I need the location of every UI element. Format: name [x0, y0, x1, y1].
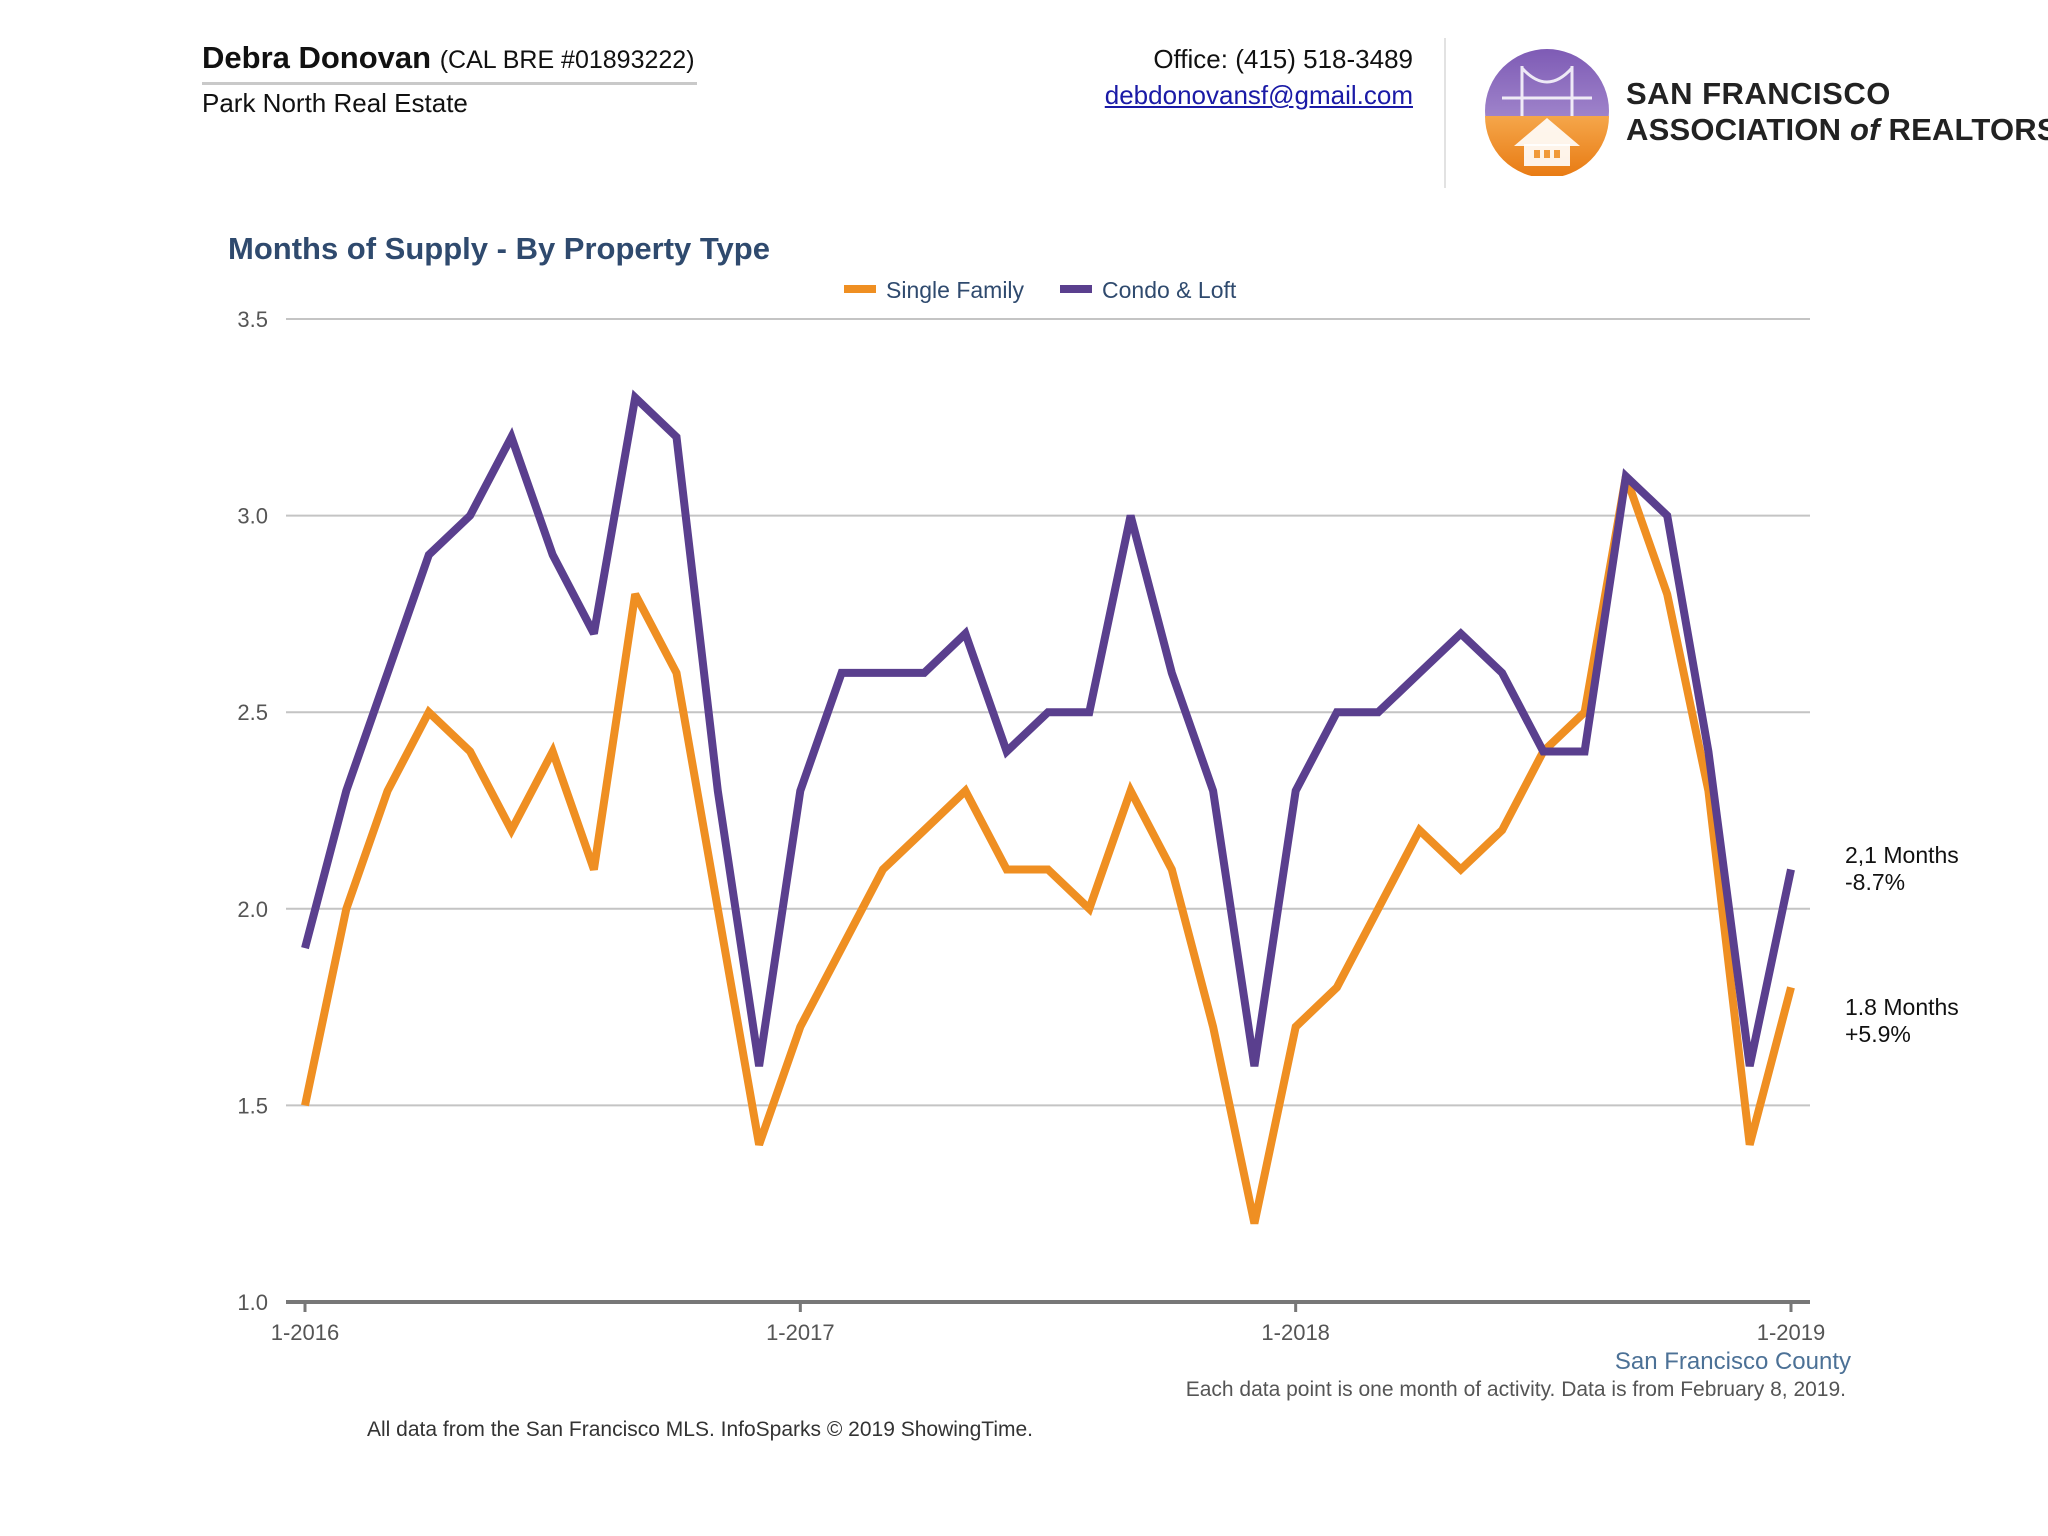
office-phone: Office: (415) 518-3489: [1153, 44, 1413, 74]
agent-company: Park North Real Estate: [202, 88, 468, 118]
x-axis-ticks: 1-2016 1-2017 1-2018 1-2019: [271, 1302, 1826, 1345]
y-tick-label: 1.0: [237, 1290, 268, 1315]
logo-text-line2: ASSOCIATION of REALTORS®: [1626, 112, 2048, 148]
sfar-logo-icon: [1485, 49, 1609, 176]
region-label: San Francisco County: [1615, 1348, 1851, 1375]
condo-end-label-change: -8.7%: [1845, 869, 1905, 895]
email-link[interactable]: debdonovansf@gmail.com: [1104, 80, 1413, 110]
condo-end-label-months: 2,1 Months: [1845, 842, 1959, 868]
y-axis-ticks: 1.0 1.5 2.0 2.5 3.0 3.5: [237, 307, 268, 1315]
series-line-condo-loft: [301, 389, 1795, 1067]
logo-text-line1: SAN FRANCISCO: [1626, 76, 1891, 111]
y-tick-label: 3.5: [237, 307, 268, 332]
x-tick-label: 1-2017: [766, 1320, 835, 1345]
single-family-end-label-change: +5.9%: [1845, 1021, 1911, 1047]
data-credit: All data from the San Francisco MLS. Inf…: [366, 1418, 1033, 1441]
y-tick-label: 2.5: [237, 700, 268, 725]
logo-text-realtors: REALTORS: [1879, 112, 2048, 147]
agent-license: (CAL BRE #01893222): [439, 46, 695, 74]
legend-swatch-single-family: [844, 285, 876, 293]
x-tick-label: 1-2019: [1757, 1320, 1826, 1345]
single-family-end-label-months: 1.8 Months: [1845, 994, 1959, 1020]
agent-name-block: Debra Donovan (CAL BRE #01893222): [202, 40, 695, 76]
y-tick-label: 1.5: [237, 1093, 268, 1118]
chart-legend: Single Family Condo & Loft: [844, 277, 1237, 303]
series-lines: [301, 389, 1795, 1225]
x-tick-label: 1-2016: [271, 1320, 340, 1345]
header-divider: [1444, 38, 1446, 188]
agent-divider: [202, 82, 697, 85]
data-note: Each data point is one month of activity…: [1185, 1378, 1846, 1401]
y-tick-label: 2.0: [237, 897, 268, 922]
y-tick-label: 3.0: [237, 504, 268, 529]
agent-name: Debra Donovan: [202, 40, 432, 75]
legend-swatch-condo-loft: [1060, 285, 1092, 293]
legend-label-single-family: Single Family: [886, 277, 1025, 303]
x-tick-label: 1-2018: [1261, 1320, 1330, 1345]
logo-text-of: of: [1850, 112, 1880, 147]
chart-title: Months of Supply - By Property Type: [228, 231, 770, 266]
legend-label-condo-loft: Condo & Loft: [1102, 277, 1237, 303]
logo-text-association: ASSOCIATION: [1626, 112, 1851, 147]
series-line-single-family: [301, 474, 1795, 1225]
